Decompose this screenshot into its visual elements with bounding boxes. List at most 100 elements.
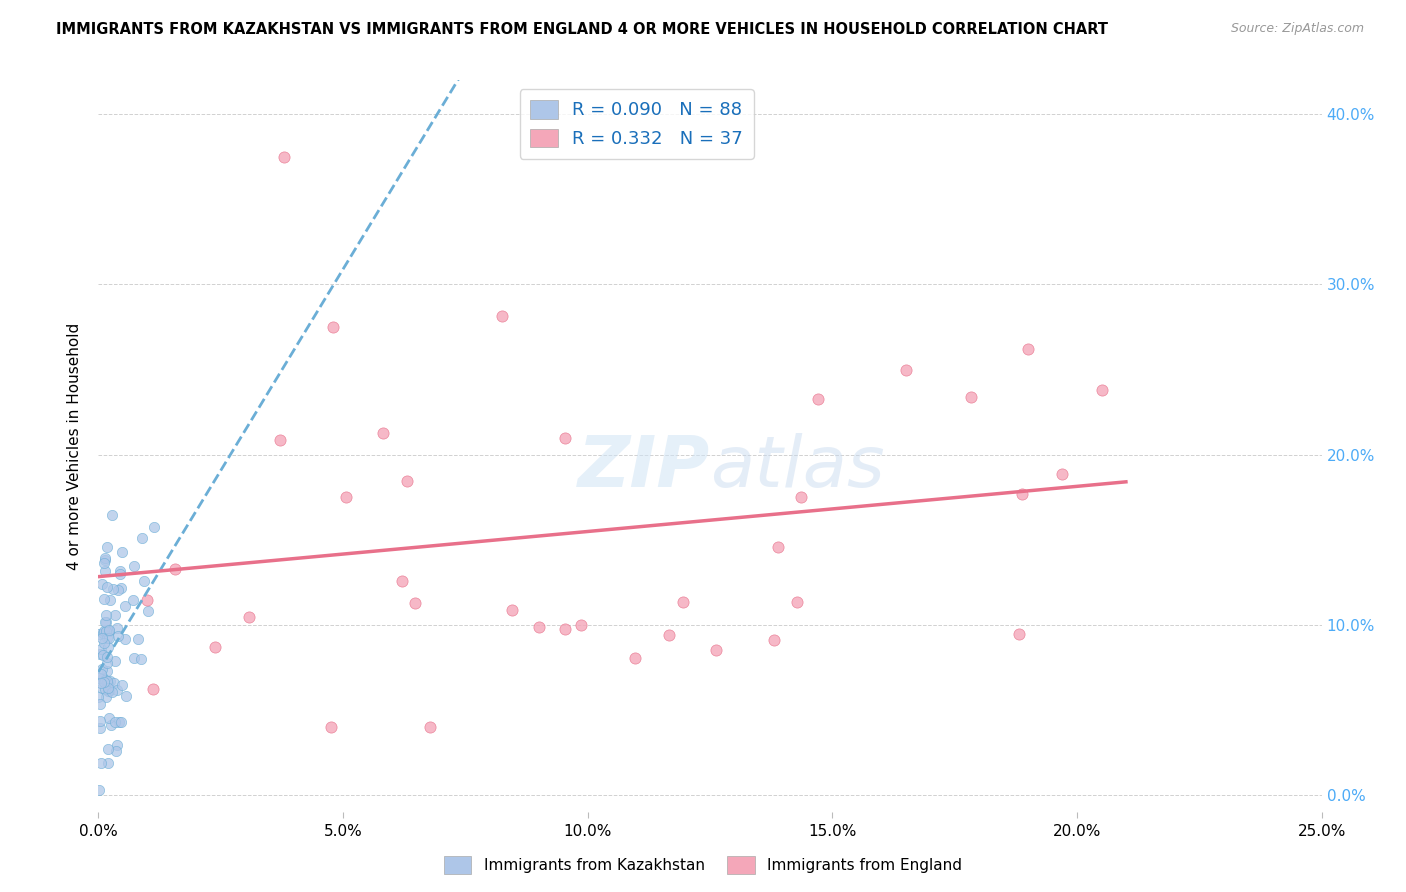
Point xyxy=(122,559,145,574)
Point xyxy=(142,681,165,696)
Point xyxy=(105,682,128,697)
Point xyxy=(91,671,114,685)
Point xyxy=(501,603,523,617)
Point xyxy=(94,551,117,566)
Point xyxy=(529,620,551,634)
Point xyxy=(96,656,118,670)
Point xyxy=(335,491,357,505)
Point xyxy=(554,431,576,445)
Point xyxy=(960,390,983,404)
Point xyxy=(91,681,114,696)
Point xyxy=(396,474,419,488)
Point xyxy=(97,684,120,698)
Point xyxy=(100,717,122,731)
Text: Source: ZipAtlas.com: Source: ZipAtlas.com xyxy=(1230,22,1364,36)
Point xyxy=(96,624,118,638)
Point xyxy=(110,582,132,596)
Point xyxy=(96,664,118,678)
Point xyxy=(96,608,118,623)
Point xyxy=(127,632,149,646)
Point xyxy=(111,544,134,558)
Point xyxy=(131,531,153,545)
Point xyxy=(96,580,118,594)
Point xyxy=(93,557,115,571)
Point xyxy=(1011,486,1033,500)
Point xyxy=(94,564,117,578)
Point xyxy=(204,640,226,654)
Text: atlas: atlas xyxy=(710,434,884,502)
Point xyxy=(97,677,120,691)
Point xyxy=(96,690,118,704)
Point xyxy=(569,618,592,632)
Point xyxy=(97,684,120,698)
Legend: R = 0.090   N = 88, R = 0.332   N = 37: R = 0.090 N = 88, R = 0.332 N = 37 xyxy=(520,89,754,159)
Point xyxy=(1050,467,1073,481)
Point xyxy=(104,715,127,730)
Point xyxy=(768,541,790,555)
Point xyxy=(91,648,114,663)
Point xyxy=(419,720,441,734)
Point xyxy=(554,623,576,637)
Point xyxy=(96,540,118,554)
Point xyxy=(624,650,647,665)
Point xyxy=(98,593,121,607)
Point xyxy=(90,577,112,591)
Point xyxy=(89,783,111,797)
Point xyxy=(98,631,121,645)
Point xyxy=(103,676,125,690)
Point xyxy=(319,720,342,734)
Point xyxy=(491,309,513,323)
Point xyxy=(96,631,118,645)
Point xyxy=(115,689,138,703)
Point xyxy=(105,621,128,635)
Point xyxy=(122,592,145,607)
Point xyxy=(104,654,127,668)
Point xyxy=(136,604,159,618)
Point xyxy=(101,508,124,522)
Point xyxy=(89,627,111,641)
Point xyxy=(98,673,121,688)
Point xyxy=(93,592,115,607)
Point xyxy=(762,633,785,648)
Point xyxy=(97,624,120,638)
Point xyxy=(98,711,121,725)
Point xyxy=(704,642,727,657)
Point xyxy=(807,392,830,407)
Point xyxy=(98,623,121,637)
Point xyxy=(90,667,112,681)
Point xyxy=(404,596,426,610)
Point xyxy=(96,742,118,756)
Point xyxy=(132,574,155,588)
Point xyxy=(143,520,166,534)
Point xyxy=(110,567,132,582)
Point xyxy=(1017,342,1039,356)
Point xyxy=(790,490,813,504)
Point xyxy=(103,582,125,597)
Point xyxy=(107,583,129,598)
Point xyxy=(672,595,695,609)
Point xyxy=(122,651,145,665)
Point xyxy=(94,673,117,687)
Point xyxy=(90,756,112,770)
Point xyxy=(100,685,122,699)
Point xyxy=(371,426,394,441)
Point xyxy=(105,738,128,752)
Point xyxy=(97,640,120,654)
Point xyxy=(658,628,681,642)
Y-axis label: 4 or more Vehicles in Household: 4 or more Vehicles in Household xyxy=(67,322,83,570)
Point xyxy=(107,714,129,729)
Point xyxy=(87,690,110,705)
Point xyxy=(93,674,115,689)
Point xyxy=(91,663,114,677)
Point xyxy=(111,678,134,692)
Point xyxy=(93,624,115,639)
Point xyxy=(322,320,344,334)
Text: IMMIGRANTS FROM KAZAKHSTAN VS IMMIGRANTS FROM ENGLAND 4 OR MORE VEHICLES IN HOUS: IMMIGRANTS FROM KAZAKHSTAN VS IMMIGRANTS… xyxy=(56,22,1108,37)
Point xyxy=(96,650,118,665)
Text: ZIP: ZIP xyxy=(578,434,710,502)
Point xyxy=(269,433,291,447)
Point xyxy=(96,615,118,630)
Point xyxy=(273,150,295,164)
Point xyxy=(89,714,111,728)
Point xyxy=(97,756,120,771)
